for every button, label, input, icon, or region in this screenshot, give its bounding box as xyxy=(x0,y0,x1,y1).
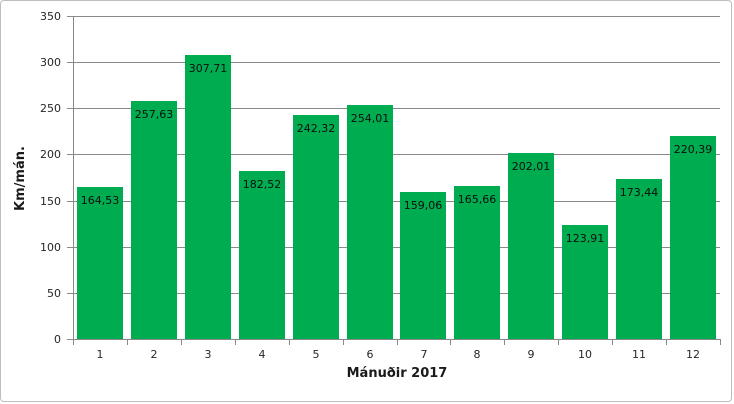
bar-value-label: 159,06 xyxy=(403,199,443,212)
plot-area: 164,53 257,63 307,71 182,52 242,32 254,01 159,… xyxy=(73,16,720,339)
y-axis-tick-label: 350 xyxy=(40,10,61,23)
gridline xyxy=(73,293,720,294)
x-axis-tick xyxy=(450,340,451,345)
x-axis-tick xyxy=(612,340,613,345)
y-axis-tick xyxy=(67,108,73,109)
gridline xyxy=(73,247,720,248)
x-axis-tick xyxy=(558,340,559,345)
bar: 307,71 xyxy=(185,55,231,339)
gridline xyxy=(73,108,720,109)
bar: 257,63 xyxy=(131,101,177,339)
bar: 182,52 xyxy=(239,171,285,339)
bar-value-label: 164,53 xyxy=(80,194,120,207)
x-axis-tick-label: 11 xyxy=(632,348,646,361)
bar: 254,01 xyxy=(347,105,393,339)
x-axis-tick xyxy=(504,340,505,345)
x-axis-tick-label: 6 xyxy=(366,348,374,361)
bar-value-label: 165,66 xyxy=(457,193,497,206)
y-axis-tick xyxy=(67,247,73,248)
x-axis-tick xyxy=(235,340,236,345)
bar-value-label: 202,01 xyxy=(511,160,551,173)
bar: 202,01 xyxy=(508,153,554,339)
gridline xyxy=(73,16,720,17)
y-axis-line xyxy=(73,16,74,340)
bar-value-label: 182,52 xyxy=(242,178,282,191)
bar-value-label: 123,91 xyxy=(565,232,605,245)
y-axis-tick-label: 300 xyxy=(40,56,61,69)
bar-value-label: 257,63 xyxy=(134,108,174,121)
x-axis-tick xyxy=(127,340,128,345)
bar: 220,39 xyxy=(670,136,716,339)
gridline xyxy=(73,201,720,202)
x-axis-tick xyxy=(181,340,182,345)
x-axis-tick-label: 12 xyxy=(686,348,700,361)
bar: 164,53 xyxy=(77,187,123,339)
x-axis-tick xyxy=(397,340,398,345)
x-axis-tick xyxy=(666,340,667,345)
x-axis-tick xyxy=(73,340,74,345)
bar-value-label: 307,71 xyxy=(188,62,228,75)
bar: 242,32 xyxy=(293,115,339,339)
x-axis-tick-label: 9 xyxy=(527,348,535,361)
x-axis-tick xyxy=(289,340,290,345)
x-axis-tick-label: 10 xyxy=(578,348,592,361)
y-axis-tick xyxy=(67,154,73,155)
bar-value-label: 220,39 xyxy=(673,143,713,156)
y-axis-tick-label: 200 xyxy=(40,148,61,161)
x-axis-tick-label: 1 xyxy=(96,348,104,361)
x-axis-tick xyxy=(343,340,344,345)
bar: 159,06 xyxy=(400,192,446,339)
bar-value-label: 254,01 xyxy=(350,112,390,125)
y-axis-tick-label: 0 xyxy=(54,333,61,346)
y-axis-tick-label: 250 xyxy=(40,102,61,115)
y-axis-tick xyxy=(67,62,73,63)
x-axis-tick-label: 3 xyxy=(204,348,212,361)
bar-value-label: 173,44 xyxy=(619,186,659,199)
x-axis-tick xyxy=(720,340,721,345)
y-axis-tick-label: 100 xyxy=(40,241,61,254)
bar: 123,91 xyxy=(562,225,608,339)
bar: 173,44 xyxy=(616,179,662,339)
x-axis-tick-label: 8 xyxy=(473,348,481,361)
y-axis-tick xyxy=(67,293,73,294)
bar: 165,66 xyxy=(454,186,500,339)
y-axis-tick xyxy=(67,16,73,17)
bar-value-label: 242,32 xyxy=(296,122,336,135)
y-axis-tick-label: 150 xyxy=(40,195,61,208)
gridline xyxy=(73,154,720,155)
x-axis-tick-label: 4 xyxy=(258,348,266,361)
x-axis-tick-label: 5 xyxy=(312,348,320,361)
x-axis-tick-label: 2 xyxy=(150,348,158,361)
x-axis-line xyxy=(73,339,721,340)
y-axis-tick-label: 50 xyxy=(47,287,61,300)
y-axis-tick xyxy=(67,201,73,202)
y-axis-tick xyxy=(67,339,73,340)
x-axis-tick-label: 7 xyxy=(420,348,428,361)
x-axis-title: Mánuðir 2017 xyxy=(346,366,448,381)
gridline xyxy=(73,62,720,63)
